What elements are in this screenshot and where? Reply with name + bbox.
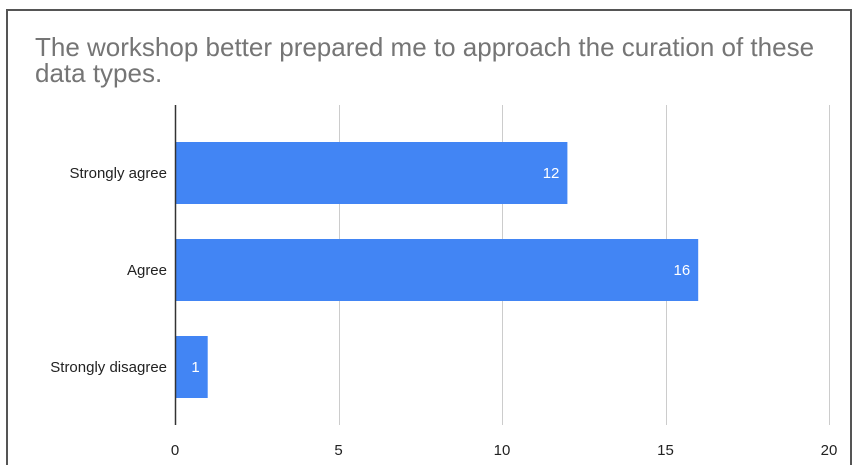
x-tick-label-10: 10 xyxy=(494,442,511,459)
chart-frame xyxy=(6,9,852,465)
category-label-strongly-disagree: Strongly disagree xyxy=(50,359,167,376)
category-label-agree: Agree xyxy=(127,262,167,279)
chart-title: The workshop better prepared me to appro… xyxy=(35,32,815,88)
bar-agree xyxy=(175,239,699,301)
bar-strongly-agree xyxy=(175,142,568,204)
labels: 0 5 10 15 20 Strongly agree 12 Agree 16 Strongly … xyxy=(50,165,837,459)
bars xyxy=(175,142,699,398)
category-label-strongly-agree: Strongly agree xyxy=(69,165,167,182)
x-tick-label-5: 5 xyxy=(334,442,342,459)
x-tick-label-15: 15 xyxy=(657,442,674,459)
data-label-agree: 16 xyxy=(674,262,691,279)
data-label-strongly-disagree: 1 xyxy=(191,359,199,376)
data-label-strongly-agree: 12 xyxy=(543,165,560,182)
x-tick-label-0: 0 xyxy=(171,442,179,459)
bar-strongly-disagree xyxy=(175,336,208,398)
x-tick-label-20: 20 xyxy=(821,442,838,459)
